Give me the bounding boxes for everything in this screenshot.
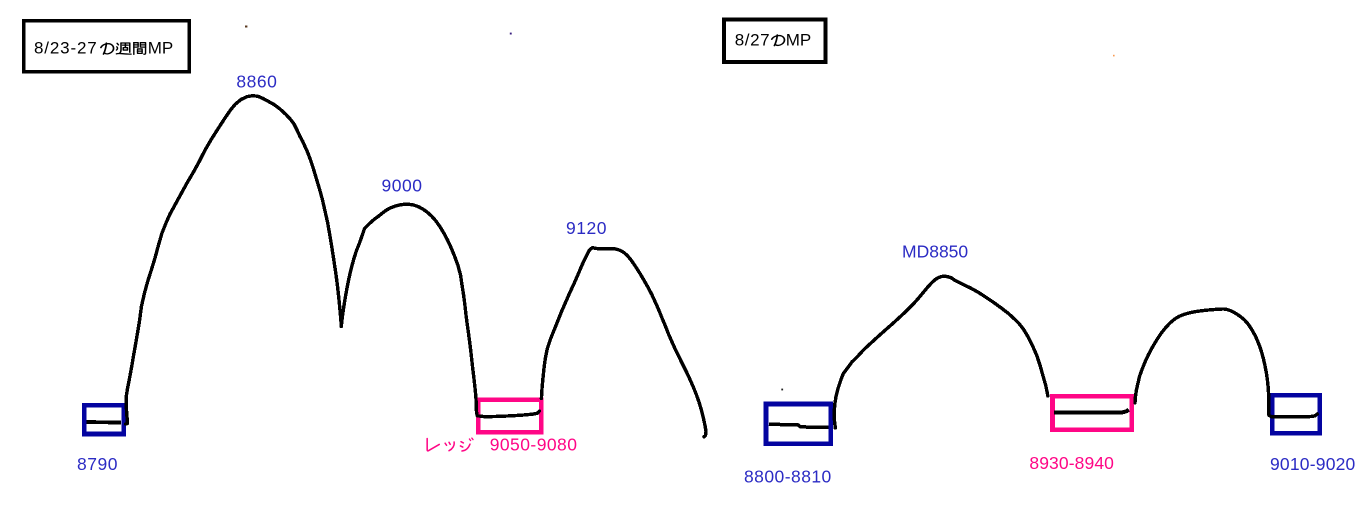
- svg-text:8800-8810: 8800-8810: [744, 467, 832, 487]
- svg-text:MP: MP: [786, 30, 812, 49]
- svg-text:9010-9020: 9010-9020: [1270, 454, 1356, 474]
- svg-text:8930-8940: 8930-8940: [1029, 453, 1114, 473]
- svg-text:8/27: 8/27: [735, 30, 771, 49]
- svg-text:MP: MP: [148, 39, 174, 58]
- svg-text:MD8850: MD8850: [902, 242, 968, 262]
- svg-text:8790: 8790: [77, 454, 118, 474]
- svg-text:9120: 9120: [566, 218, 607, 238]
- svg-text:8860: 8860: [236, 71, 277, 91]
- svg-text:9050-9080: 9050-9080: [490, 435, 578, 455]
- svg-text:8/23-27: 8/23-27: [34, 39, 98, 58]
- svg-text:9000: 9000: [382, 176, 423, 196]
